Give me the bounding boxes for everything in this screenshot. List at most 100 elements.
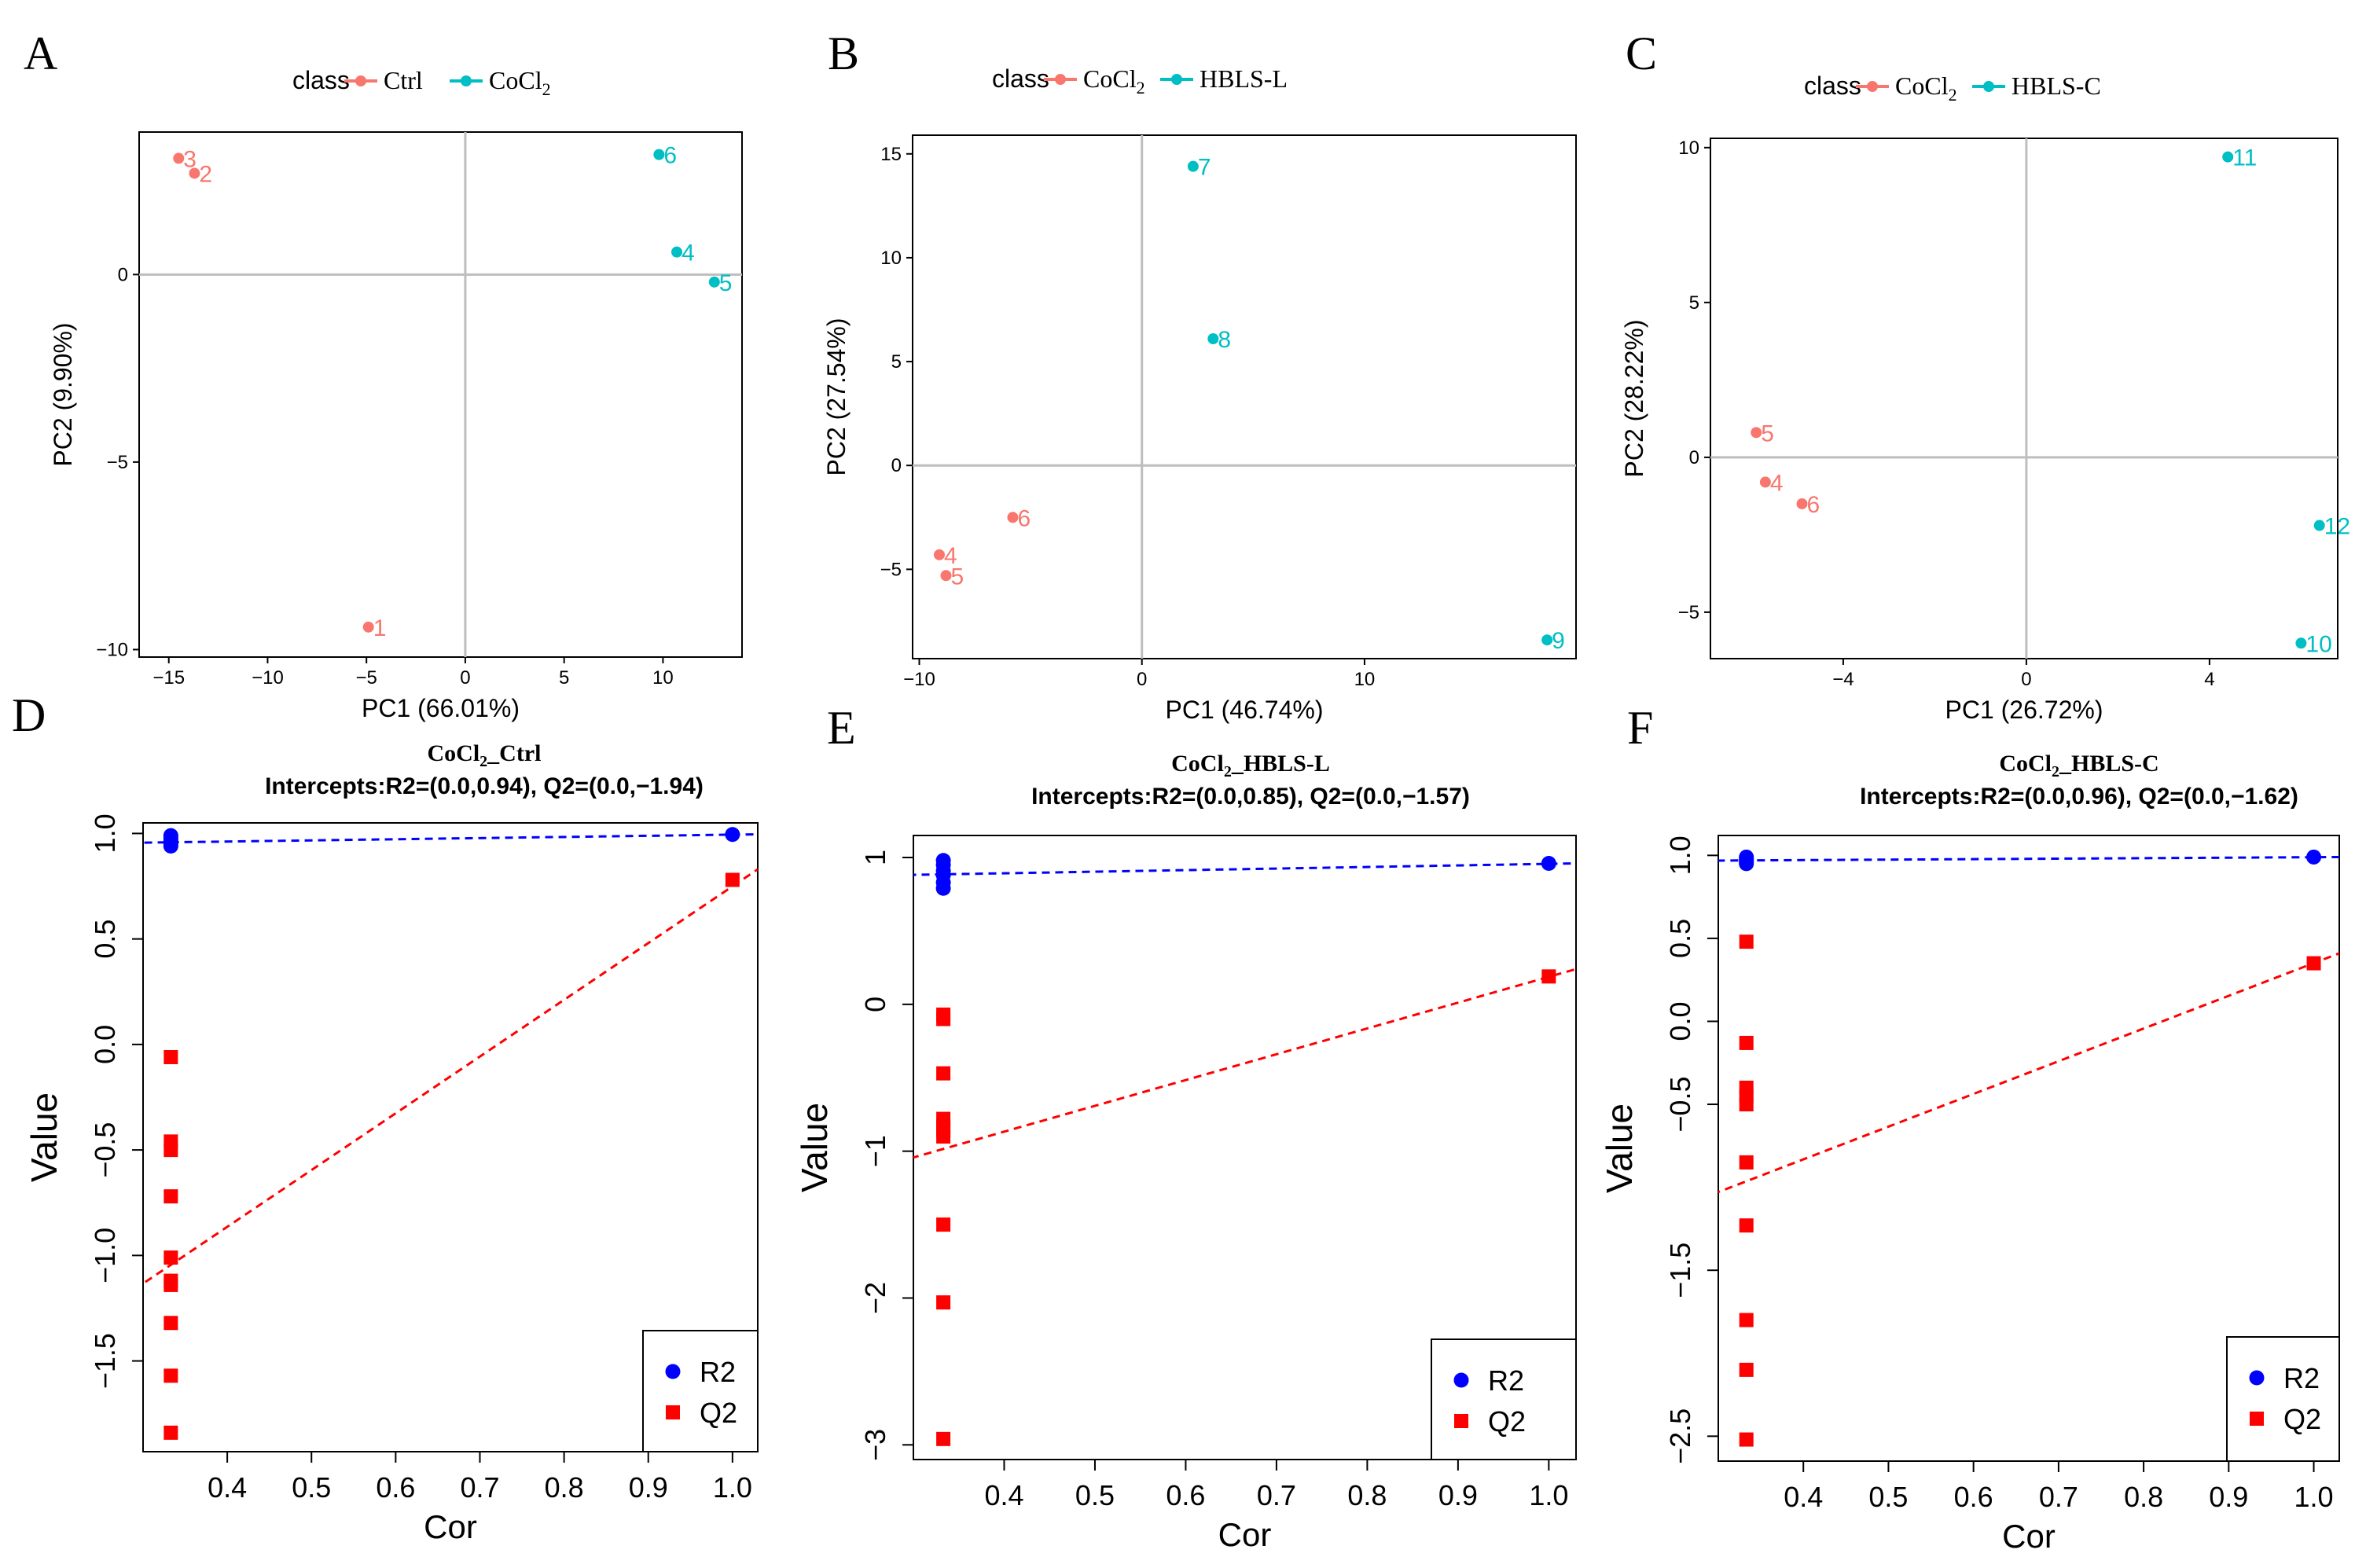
data-point — [2222, 151, 2234, 163]
x-tick-label: 0.6 — [1954, 1481, 1993, 1513]
chart-title-main: CoCl — [1171, 751, 1224, 777]
x-tick-label: 0.9 — [2209, 1481, 2248, 1513]
x-tick-label: 1.0 — [2294, 1481, 2334, 1513]
data-point-label: 6 — [1017, 505, 1031, 531]
x-tick-label: 0 — [460, 667, 470, 689]
x-tick-label: 0.9 — [629, 1471, 668, 1504]
y-tick-label: 0 — [859, 997, 891, 1012]
chart-title-main: CoCl — [1999, 751, 2052, 777]
y-tick-label: 0.5 — [1664, 919, 1696, 958]
data-point-r2 — [163, 839, 178, 854]
x-tick-label: −15 — [152, 667, 185, 689]
legend-title: class — [292, 66, 350, 94]
regression-line-q2 — [913, 968, 1576, 1159]
data-point-q2 — [936, 1217, 951, 1232]
data-point-q2 — [1739, 935, 1754, 949]
x-tick-label: 10 — [1354, 669, 1376, 690]
data-point-label: 2 — [199, 161, 212, 187]
x-tick-label: 0.7 — [460, 1471, 499, 1504]
legend-marker — [1454, 1414, 1468, 1428]
data-point-label: 10 — [2305, 631, 2331, 657]
legend: class CoCl2 HBLS-C — [1804, 72, 2101, 105]
x-tick-label: 10 — [652, 667, 674, 689]
x-tick-label: 4 — [2204, 669, 2214, 690]
data-point-label: 9 — [1552, 628, 1565, 654]
x-tick-label: −10 — [903, 669, 935, 690]
x-tick-label: 0.8 — [1347, 1479, 1387, 1511]
legend-label-text: CoCl — [1083, 64, 1137, 93]
x-tick-label: 0.4 — [1784, 1481, 1823, 1513]
plot-frame — [912, 134, 1577, 659]
legend-label: HBLS-C — [2011, 72, 2101, 100]
y-tick-label: 0.0 — [89, 1025, 121, 1064]
y-tick-label: 5 — [1689, 292, 1699, 314]
x-tick-label: 0.4 — [208, 1471, 247, 1504]
legend-label-subscript: 2 — [542, 79, 551, 99]
data-point — [933, 549, 945, 560]
legend-label: R2 — [700, 1356, 736, 1388]
data-point-label: 3 — [183, 146, 197, 172]
data-point-r2 — [725, 827, 740, 843]
legend-label: Q2 — [1488, 1405, 1526, 1438]
regression-line-r2 — [1718, 855, 2339, 862]
chart-title: CoCl2_HBLS-C — [1999, 751, 2158, 780]
y-tick-label: 1 — [859, 850, 891, 865]
data-point — [1541, 634, 1553, 646]
panel-letter: C — [1626, 28, 1657, 79]
legend-label-text: HBLS-L — [1200, 64, 1288, 93]
panel-letter: D — [12, 689, 46, 741]
data-point-label: 5 — [950, 564, 964, 589]
data-point-label: 1 — [373, 615, 387, 641]
y-tick-label: −5 — [107, 452, 128, 473]
legend-label: HBLS-L — [1200, 64, 1288, 93]
data-point-q2 — [1739, 1362, 1754, 1377]
y-tick-label: 1.0 — [1664, 835, 1696, 875]
y-axis-label: PC2 (9.90%) — [49, 322, 77, 466]
legend-marker — [355, 75, 366, 86]
x-tick-label: 1.0 — [713, 1471, 752, 1504]
regression-line-q2 — [143, 868, 758, 1285]
legend-marker — [1867, 81, 1878, 92]
data-point-label: 5 — [719, 270, 733, 296]
x-axis-label: Cor — [1218, 1516, 1272, 1553]
data-point — [1759, 476, 1771, 488]
y-tick-label: −0.5 — [89, 1122, 121, 1178]
data-point — [1007, 512, 1019, 523]
x-tick-label: −5 — [356, 667, 377, 689]
data-point-label: 6 — [1806, 492, 1820, 518]
data-point — [1751, 427, 1762, 439]
chart-title: CoCl2_HBLS-L — [1171, 751, 1330, 780]
x-axis-label: Cor — [424, 1508, 477, 1545]
legend-title: class — [992, 64, 1049, 93]
x-tick-label: −10 — [252, 667, 284, 689]
x-tick-label: 1.0 — [1529, 1479, 1568, 1511]
plot-frame — [1718, 835, 2340, 1462]
data-point-q2 — [1739, 1218, 1754, 1233]
x-tick-label: 0 — [2021, 669, 2031, 690]
panel-letter: F — [1627, 702, 1653, 754]
y-tick-label: −5 — [880, 559, 902, 580]
x-axis-label: PC1 (66.01%) — [362, 694, 520, 722]
plot-frame — [142, 822, 759, 1452]
data-point — [173, 152, 185, 164]
panel-f: F 0.4 0.5 0.6 0.7 0.8 0.9 1.0 −2.5 −1.5 −0.5 0.0 0.5… — [1599, 702, 2340, 1555]
data-point-r2 — [2306, 849, 2322, 865]
panel-d: D 0.4 0.5 0.6 0.7 0.8 0.9 1.0 −1.5 −1.0 −0.5 0.0 0.5… — [12, 689, 759, 1545]
y-tick-label: −2 — [859, 1282, 891, 1314]
x-tick-label: 5 — [559, 667, 569, 689]
regression-line-r2 — [913, 861, 1576, 876]
legend-label-subscript: 2 — [1137, 78, 1145, 97]
legend-label: CoCl2 — [1895, 72, 1957, 105]
y-tick-label: −5 — [1678, 602, 1699, 623]
y-tick-label: −3 — [859, 1429, 891, 1461]
chart-subtitle: Intercepts:R2=(0.0,0.85), Q2=(0.0,−1.57) — [1031, 784, 1470, 810]
data-point — [671, 246, 683, 258]
y-tick-label: −10 — [96, 639, 128, 660]
data-point-q2 — [936, 1123, 951, 1138]
data-point — [2313, 520, 2325, 531]
plot-frame — [138, 131, 743, 658]
panel-c: C −4 0 4 −5 0 5 10 PC1 (26.72%) PC2 (28.22%) class… — [1620, 28, 2350, 724]
y-axis-label: Value — [794, 1103, 835, 1192]
regression-line-r2 — [143, 832, 758, 844]
